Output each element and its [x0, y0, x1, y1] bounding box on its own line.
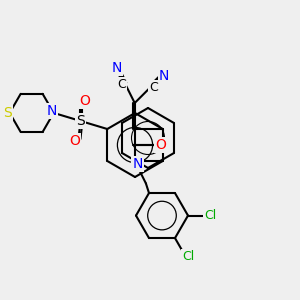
Text: Cl: Cl [182, 250, 194, 263]
Text: O: O [79, 94, 90, 108]
Text: S: S [3, 106, 12, 120]
Text: S: S [76, 114, 85, 128]
Text: N: N [133, 157, 143, 171]
Text: C: C [118, 78, 126, 91]
Text: O: O [69, 134, 80, 148]
Text: O: O [155, 138, 166, 152]
Text: C: C [149, 81, 158, 94]
Text: N: N [46, 104, 57, 118]
Text: N: N [159, 68, 169, 83]
Text: N: N [111, 61, 122, 75]
Text: Cl: Cl [204, 209, 216, 222]
